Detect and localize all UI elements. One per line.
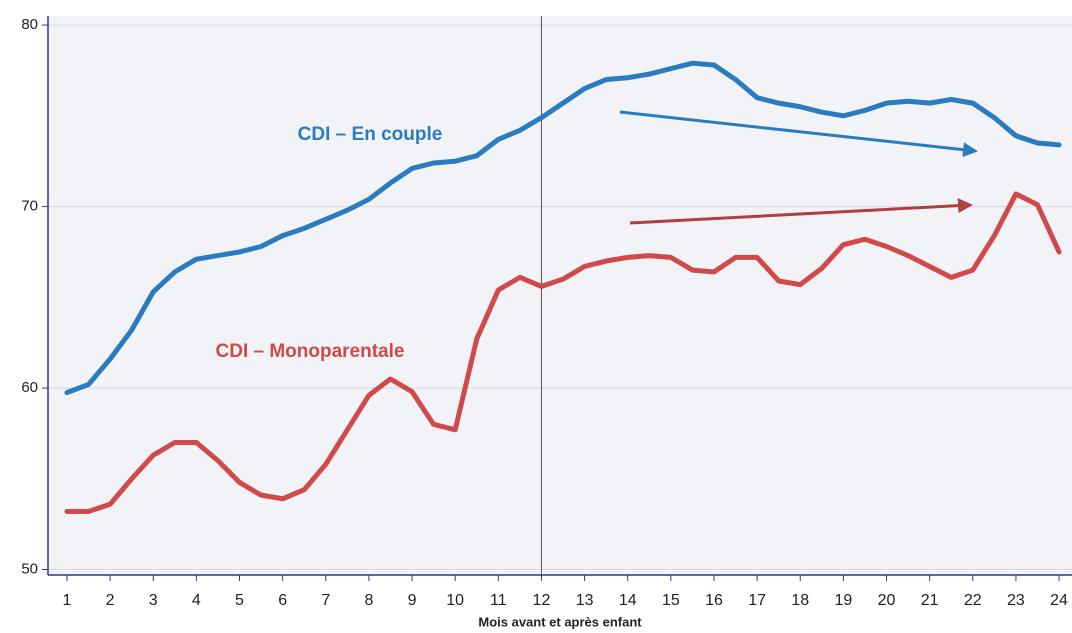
x-tick-label: 6 bbox=[278, 592, 287, 609]
series-line bbox=[64, 191, 1062, 514]
x-tick-label: 1 bbox=[63, 592, 72, 609]
x-tick-label: 10 bbox=[446, 592, 464, 609]
x-tick-label: 8 bbox=[364, 592, 373, 609]
annotation: CDI – En couple bbox=[298, 124, 443, 145]
x-tick-label: 18 bbox=[791, 592, 809, 609]
x-tick-label: 20 bbox=[878, 592, 896, 609]
trend-arrow bbox=[619, 110, 978, 158]
plot-area bbox=[48, 16, 1072, 575]
series-line bbox=[64, 60, 1062, 396]
x-tick-label: 5 bbox=[235, 592, 244, 609]
x-tick-label: 3 bbox=[149, 592, 158, 609]
x-axis-label: Mois avant et après enfant bbox=[478, 614, 642, 629]
x-tick-label: 15 bbox=[662, 592, 680, 609]
y-tick-label: 70 bbox=[21, 198, 38, 215]
y-tick-label: 60 bbox=[21, 379, 38, 396]
trend-arrow bbox=[629, 198, 973, 225]
x-tick-label: 23 bbox=[1007, 592, 1025, 609]
x-tick-label: 17 bbox=[748, 592, 766, 609]
x-tick-label: 9 bbox=[408, 592, 417, 609]
x-tick-label: 24 bbox=[1050, 592, 1068, 609]
x-tick-label: 21 bbox=[921, 592, 939, 609]
x-tick-label: 2 bbox=[106, 592, 115, 609]
x-tick-label: 22 bbox=[964, 592, 982, 609]
x-tick-label: 14 bbox=[619, 592, 637, 609]
x-tick-label: 11 bbox=[490, 592, 507, 609]
x-tick-label: 4 bbox=[192, 592, 201, 609]
x-tick-label: 12 bbox=[533, 592, 551, 609]
x-tick-label: 19 bbox=[834, 592, 852, 609]
annotation: CDI – Monoparentale bbox=[216, 341, 405, 362]
y-tick-label: 50 bbox=[21, 561, 38, 578]
x-tick-label: 13 bbox=[576, 592, 594, 609]
x-tick-label: 7 bbox=[321, 592, 330, 609]
x-tick-label: 16 bbox=[705, 592, 723, 609]
y-tick-label: 80 bbox=[21, 16, 38, 33]
